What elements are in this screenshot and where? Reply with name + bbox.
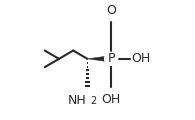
Circle shape	[105, 52, 118, 65]
Polygon shape	[87, 56, 111, 62]
Text: OH: OH	[102, 93, 121, 106]
Text: O: O	[106, 4, 116, 17]
Text: 2: 2	[90, 96, 97, 106]
Text: NH: NH	[67, 94, 86, 107]
Text: P: P	[107, 52, 115, 65]
Text: OH: OH	[131, 52, 151, 65]
